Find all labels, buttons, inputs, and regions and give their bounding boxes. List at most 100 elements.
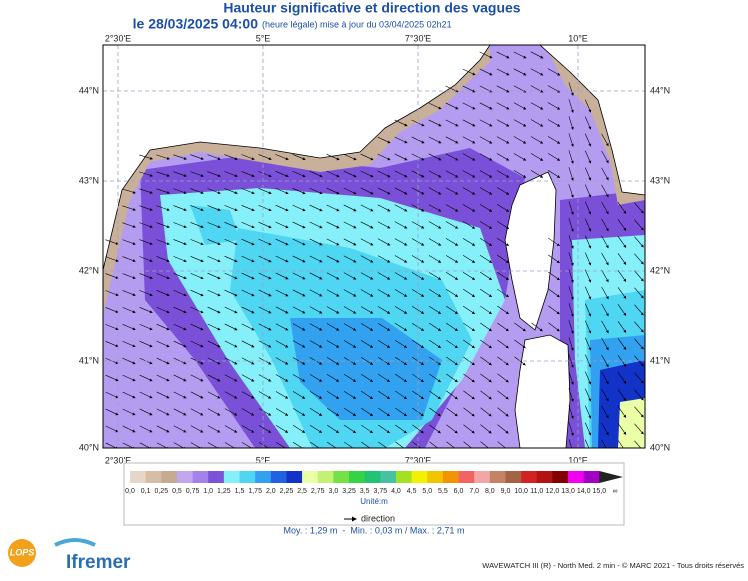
colorbar-label: 1,25 xyxy=(217,488,231,495)
arrow xyxy=(568,439,572,448)
arrow-head xyxy=(588,160,592,164)
arrow xyxy=(463,441,473,448)
arrow xyxy=(446,441,456,448)
arrow-head xyxy=(454,396,458,400)
arrow-head xyxy=(623,346,627,350)
arrow-head xyxy=(454,311,458,314)
arrow-head xyxy=(302,276,306,280)
arrow-head xyxy=(132,344,136,348)
arrow-head xyxy=(217,361,221,365)
arrow-head xyxy=(166,225,170,228)
lon-label: 10°E xyxy=(568,455,588,465)
arrow-head xyxy=(149,395,153,399)
arrow-head xyxy=(523,72,527,76)
lat-label: 42°N xyxy=(79,265,99,275)
arrow-head xyxy=(302,174,306,178)
arrow-head xyxy=(336,344,340,348)
arrow-head xyxy=(588,177,592,181)
arrow-head xyxy=(421,225,425,229)
arrow-head xyxy=(455,174,459,178)
colorbar-swatch xyxy=(364,471,381,483)
arrow-head xyxy=(251,429,255,433)
arrow-head xyxy=(421,208,425,212)
arrow-head xyxy=(251,242,255,246)
arrow-head xyxy=(166,378,170,382)
arrow-head xyxy=(421,276,425,280)
arrow-head xyxy=(370,293,374,297)
arrow-head xyxy=(540,55,544,59)
arrow-head xyxy=(200,225,204,229)
arrow-head xyxy=(640,363,644,367)
arrow-head xyxy=(471,362,475,366)
arrow-head xyxy=(472,157,476,161)
arrow-head xyxy=(505,243,509,246)
arrow-head xyxy=(386,345,390,348)
arrow-head xyxy=(488,362,492,366)
colorbar-label: 4,5 xyxy=(407,488,417,495)
credit: WAVEWATCH III (R) - North Med. 2 min - ©… xyxy=(482,561,744,570)
arrow-head xyxy=(301,430,305,433)
arrow-head xyxy=(454,328,458,331)
arrow-head xyxy=(234,225,238,229)
arrow-head xyxy=(149,190,153,194)
colorbar-swatch xyxy=(411,471,428,483)
arrow-head xyxy=(588,194,592,198)
arrow-head xyxy=(234,344,238,348)
arrow-head xyxy=(132,207,136,211)
arrow-head xyxy=(421,191,425,195)
arrow-head xyxy=(506,191,510,195)
arrow-head xyxy=(149,327,153,331)
arrow-head xyxy=(183,208,187,211)
colorbar-swatch xyxy=(458,471,475,483)
arrow-head xyxy=(234,378,238,382)
arrow-head xyxy=(506,140,510,144)
arrow-head xyxy=(336,208,340,212)
colorbar-label: 0,0 xyxy=(125,488,135,495)
colorbar-label: 1,0 xyxy=(203,488,213,495)
arrow-head xyxy=(370,225,374,229)
lon-label: 7°30'E xyxy=(405,33,431,43)
arrow-head xyxy=(335,378,339,382)
arrow-head xyxy=(623,380,627,384)
arrow-head xyxy=(506,55,510,59)
arrow-head xyxy=(353,293,357,297)
arrow-head xyxy=(522,345,526,349)
colorbar-label: 11,0 xyxy=(530,488,543,495)
arrow xyxy=(378,441,388,448)
arrow-head xyxy=(540,89,544,93)
arrow-head xyxy=(489,191,493,195)
arrow-head xyxy=(370,327,374,331)
arrow-head xyxy=(605,194,609,198)
arrow-head xyxy=(455,157,459,161)
arrow-head xyxy=(557,123,561,127)
arrow-head xyxy=(268,157,272,161)
colorbar-label: 1,75 xyxy=(248,488,262,495)
ifremer-mark xyxy=(54,538,96,547)
arrow-head xyxy=(505,413,509,417)
arrow-head xyxy=(369,430,373,433)
arrow-head xyxy=(605,330,609,334)
arrow-head xyxy=(556,311,560,315)
arrow-head xyxy=(605,177,609,181)
arrow-head xyxy=(437,413,441,417)
arrow-head xyxy=(132,293,136,297)
arrow-head xyxy=(420,362,424,365)
arrow-head xyxy=(556,294,560,298)
arrow-head xyxy=(115,378,119,382)
arrow-head xyxy=(640,380,644,384)
arrow-head xyxy=(251,157,255,161)
arrow-head xyxy=(217,242,221,246)
arrow-head xyxy=(623,431,627,435)
arrow-head xyxy=(149,344,153,348)
arrow xyxy=(207,442,219,448)
arrow-head xyxy=(505,430,509,434)
arrow-head xyxy=(370,310,374,314)
arrow-head xyxy=(404,242,408,246)
arrow-head xyxy=(268,361,272,365)
arrow-head xyxy=(387,225,391,229)
arrow-head xyxy=(605,432,609,436)
arrow-head xyxy=(640,227,644,231)
arrow-head xyxy=(268,327,272,331)
arrow-head xyxy=(588,279,592,283)
colorbar-label: 2,25 xyxy=(280,488,294,495)
